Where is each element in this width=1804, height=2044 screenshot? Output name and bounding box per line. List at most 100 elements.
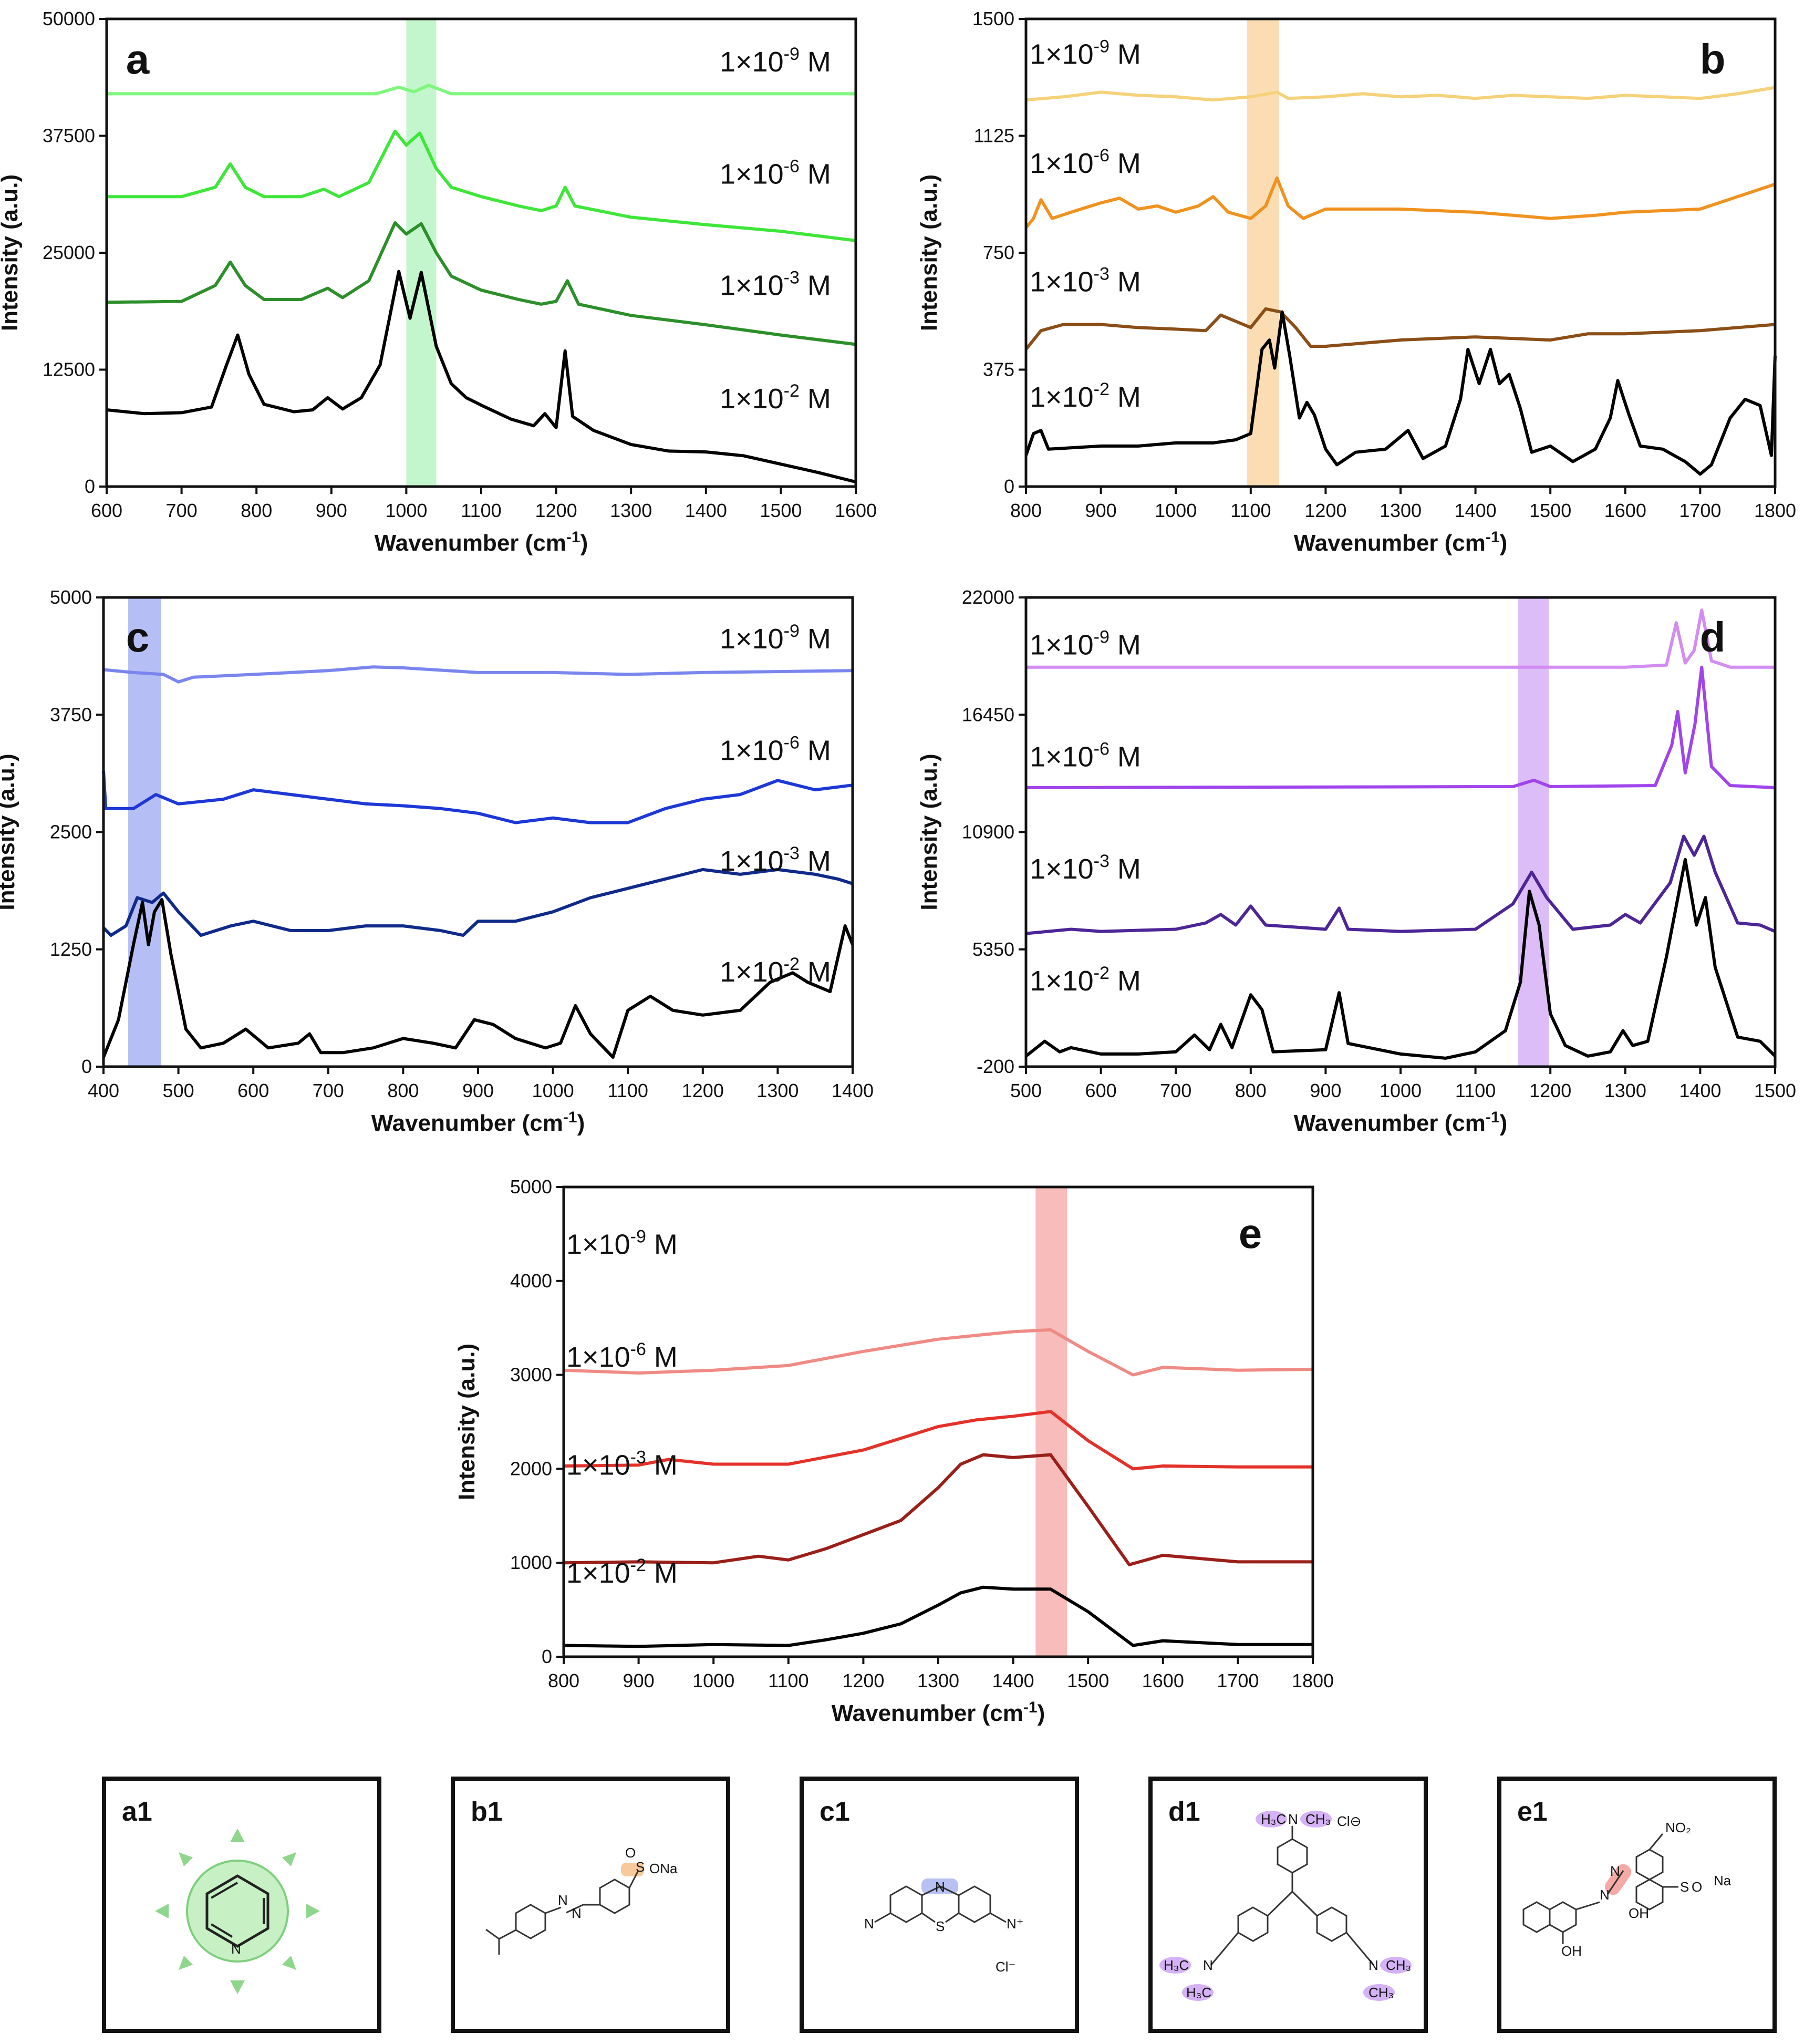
x-tick-label-c-6: 1000 <box>532 1080 574 1101</box>
structure-box-c1: c1 N S N N⁺ Cl⁻ <box>800 1777 1079 2033</box>
svg-text:Cl⁻: Cl⁻ <box>996 1959 1015 1975</box>
svg-text:Na: Na <box>1714 1873 1732 1888</box>
x-tick-label-c-7: 1100 <box>607 1080 648 1101</box>
x-tick-label-e-10: 1800 <box>1292 1670 1334 1691</box>
crystal-violet-molecule: H₃C N CH₃ Cl⊖ H₃C N H₃C N CH₃ CH₃ <box>1159 1811 1412 2001</box>
x-tick-label-b-8: 1600 <box>1604 500 1646 521</box>
x-tick-label-e-7: 1500 <box>1067 1670 1109 1691</box>
x-tick-label-a-9: 1500 <box>760 500 802 521</box>
series-label-c-3: 1×10-2 M <box>720 954 831 988</box>
y-tick-label-e-3: 3000 <box>510 1364 552 1386</box>
x-tick-label-d-9: 1400 <box>1679 1080 1721 1101</box>
series-line-d-3 <box>1025 858 1777 1060</box>
x-tick-label-b-3: 1100 <box>1230 500 1271 521</box>
series-line-a-1 <box>107 129 856 242</box>
structure-label-c1: c1 <box>820 1797 850 1827</box>
svg-text:H₃C: H₃C <box>1261 1811 1286 1827</box>
y-tick-label-e-0: 0 <box>542 1646 552 1667</box>
x-tick-label-b-6: 1400 <box>1455 500 1497 521</box>
series-line-e-1 <box>563 1410 1313 1471</box>
x-tick-label-a-3: 900 <box>316 500 347 521</box>
y-tick-label-a-3: 37500 <box>43 125 95 147</box>
structure-label-b1: b1 <box>471 1797 503 1827</box>
highlight-band-c <box>128 597 161 1067</box>
series-label-c-1: 1×10-6 M <box>720 732 831 766</box>
plot-frame-a <box>105 17 857 488</box>
structure-box-e1: e1 N N NO₂ S O Na OH OH <box>1497 1777 1777 2033</box>
panel-letter-c: c <box>126 614 150 660</box>
chart-panel-a: 600 700 800 900 1000 1100 1200 1300 1400 1500 1600… <box>0 8 877 556</box>
svg-text:Cl⊖: Cl⊖ <box>1337 1813 1361 1829</box>
x-tick-label-d-6: 1100 <box>1455 1080 1496 1101</box>
series-line-c-3 <box>102 898 854 1059</box>
svg-text:N: N <box>1368 1957 1378 1973</box>
y-tick-label-e-5: 5000 <box>510 1176 552 1198</box>
x-tick-label-e-3: 1100 <box>768 1670 808 1691</box>
y-tick-label-b-0: 0 <box>1004 476 1014 497</box>
x-tick-label-b-0: 800 <box>1010 500 1042 521</box>
x-tick-label-a-5: 1100 <box>461 500 501 521</box>
x-axis-label-d: Wavenumber (cm-1) <box>1294 1109 1507 1136</box>
charts-layer: 600 700 800 900 1000 1100 1200 1300 1400 1500 1600… <box>0 8 1796 1726</box>
structure-label-e1: e1 <box>1517 1797 1548 1827</box>
methyl-orange-molecule <box>485 1863 644 1955</box>
svg-text:CH₃: CH₃ <box>1305 1811 1331 1827</box>
series-line-d-2 <box>1025 834 1776 935</box>
y-tick-label-d-1: 5350 <box>972 938 1014 960</box>
series-line-c-2 <box>102 868 853 937</box>
radiating-arrows <box>155 1829 320 1994</box>
x-tick-label-b-4: 1200 <box>1304 500 1346 521</box>
x-tick-label-d-2: 700 <box>1160 1080 1191 1101</box>
series-label-a-3: 1×10-2 M <box>720 381 831 415</box>
x-tick-label-c-2: 600 <box>237 1080 269 1101</box>
svg-text:N: N <box>864 1916 874 1932</box>
x-tick-label-c-5: 900 <box>462 1080 494 1101</box>
x-tick-label-a-6: 1200 <box>535 500 577 521</box>
panel-letter-d: d <box>1700 614 1726 660</box>
series-line-a-3 <box>106 270 856 484</box>
pyridine-molecule: N <box>155 1829 320 1994</box>
y-tick-label-d-2: 10900 <box>962 821 1014 843</box>
series-label-e-1: 1×10-6 M <box>566 1339 678 1373</box>
x-tick-label-d-3: 800 <box>1235 1080 1267 1101</box>
x-tick-label-a-8: 1400 <box>685 500 727 521</box>
structure-box-b1: b1 N N S ONa O <box>451 1777 730 2033</box>
x-tick-label-a-4: 1000 <box>385 500 427 521</box>
series-line-c-1 <box>102 771 853 824</box>
y-tick-label-b-4: 1500 <box>972 8 1014 29</box>
y-tick-label-c-3: 3750 <box>50 704 92 725</box>
chart-panel-e: 800 900 1000 1100 1200 1300 1400 1500 1600 1700 18… <box>454 1176 1334 1726</box>
y-axis-label-e: Intensity (a.u.) <box>454 1344 480 1500</box>
series-line-a-2 <box>106 221 856 346</box>
x-axis-label-a: Wavenumber (cm-1) <box>375 529 588 556</box>
y-tick-label-c-2: 2500 <box>50 821 92 843</box>
y-tick-label-a-4: 50000 <box>43 8 95 29</box>
panel-letter-b: b <box>1700 36 1726 82</box>
series-line-c-0 <box>103 665 853 684</box>
chart-panel-b: 800 900 1000 1100 1200 1300 1400 1500 1600 1700 18… <box>916 8 1796 556</box>
y-axis-label-d: Intensity (a.u.) <box>916 753 942 910</box>
svg-text:S: S <box>636 1859 645 1875</box>
x-tick-label-e-8: 1600 <box>1142 1670 1184 1691</box>
series-label-e-0: 1×10-9 M <box>566 1226 678 1260</box>
series-line-e-2 <box>563 1453 1313 1566</box>
svg-text:N: N <box>1288 1811 1298 1827</box>
series-label-a-2: 1×10-3 M <box>720 268 831 302</box>
x-tick-label-a-7: 1300 <box>610 500 652 521</box>
y-tick-label-a-0: 0 <box>85 476 95 497</box>
x-tick-label-d-8: 1300 <box>1604 1080 1646 1101</box>
svg-text:N: N <box>558 1892 568 1908</box>
series-line-d-1 <box>1025 665 1776 789</box>
svg-text:O: O <box>1692 1879 1702 1895</box>
y-axis-label-c: Intensity (a.u.) <box>0 753 19 910</box>
y-tick-label-b-1: 375 <box>983 359 1014 380</box>
x-axis-label-c: Wavenumber (cm-1) <box>371 1109 585 1136</box>
y-tick-label-d-3: 16450 <box>962 704 1014 725</box>
series-label-b-1: 1×10-6 M <box>1030 146 1141 179</box>
svg-text:CH₃: CH₃ <box>1368 1985 1394 2000</box>
svg-text:N: N <box>1610 1863 1620 1879</box>
svg-text:NO₂: NO₂ <box>1665 1820 1691 1835</box>
svg-text:S: S <box>1680 1879 1689 1895</box>
series-line-b-2 <box>1024 307 1776 350</box>
